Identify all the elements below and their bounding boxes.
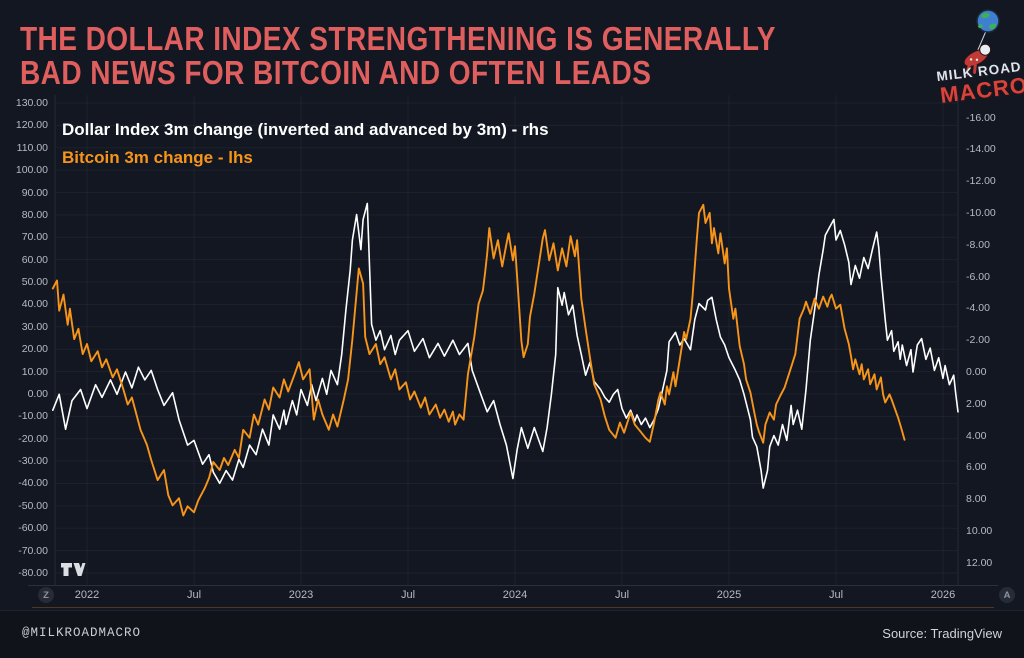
left-axis-tick-label: 100.00 [15, 164, 48, 177]
time-axis-tick-label: Jul [400, 589, 416, 601]
series-line-bitcoin [51, 203, 906, 517]
right-axis-tick-label: 8.00 [966, 493, 987, 506]
right-axis-tick-label: -8.00 [966, 238, 990, 251]
right-axis-tick-label: 0.00 [966, 366, 987, 378]
chart-legend: Dollar Index 3m change (inverted and adv… [62, 116, 549, 172]
left-axis-tick-label: 90.00 [21, 186, 48, 199]
left-axis-tick-label: -10.00 [18, 410, 48, 423]
right-axis-tick-label: 6.00 [966, 461, 987, 474]
left-axis-tick-label: 130.00 [15, 97, 48, 109]
time-axis-tick-label: Jul [614, 589, 630, 601]
legend-item-dollar-index[interactable]: Dollar Index 3m change (inverted and adv… [62, 120, 549, 139]
left-axis-tick-label: 30.00 [21, 320, 48, 333]
tradingview-logo-icon [60, 562, 86, 583]
left-axis-tick-label: 60.00 [21, 253, 48, 266]
left-axis-tick-label: 20.00 [21, 343, 48, 356]
left-axis-tick-label: 80.00 [21, 208, 48, 221]
left-axis-tick-label: 10.00 [21, 365, 48, 378]
right-axis-tick-label: -14.00 [966, 143, 996, 156]
time-axis-tick-label: Jul [186, 589, 202, 601]
left-axis-tick-label: -80.00 [18, 567, 48, 579]
right-axis-tick-label: 4.00 [966, 429, 987, 442]
right-axis-tick-label: 12.00 [966, 556, 993, 569]
timezone-badge[interactable]: Z [38, 587, 54, 603]
right-axis-tick-label: 10.00 [966, 525, 993, 537]
right-axis-tick-label: -16.00 [966, 111, 996, 124]
time-axis-tick-label: 2025 [716, 589, 742, 601]
left-axis-tick-label: -20.00 [18, 432, 48, 445]
footer-handle: @MILKROADMACRO [22, 626, 142, 640]
title-line-2: BAD NEWS FOR BITCOIN AND OFTEN LEADS [20, 54, 652, 91]
left-axis-tick-label: -60.00 [18, 522, 48, 535]
left-axis-tick-label: 70.00 [21, 231, 48, 244]
page-title: THE DOLLAR INDEX STRENGTHENING IS GENERA… [20, 22, 776, 90]
time-axis-tick-label: 2024 [502, 589, 528, 601]
astronaut-balloon-icon [963, 9, 1000, 76]
right-axis-tick-label: -12.00 [966, 175, 996, 188]
left-axis-tick-label: -50.00 [18, 499, 48, 512]
series-line-dollar-index [51, 202, 959, 489]
right-axis-tick-label: -10.00 [966, 207, 996, 219]
left-axis-tick-label: 40.00 [21, 298, 48, 311]
time-axis-tick-label: Jul [828, 589, 844, 601]
title-line-1: THE DOLLAR INDEX STRENGTHENING IS GENERA… [20, 20, 776, 57]
left-axis-tick-label: -40.00 [18, 477, 48, 490]
time-axis-tick-label: 2023 [288, 589, 314, 601]
footer-source: Source: TradingView [882, 626, 1002, 641]
left-axis-tick-label: -30.00 [18, 455, 48, 468]
right-axis-tick-label: 2.00 [966, 397, 987, 410]
right-axis-tick-label: -4.00 [966, 302, 990, 315]
left-axis-tick-label: 110.00 [16, 141, 48, 154]
left-axis-tick-label: -70.00 [18, 544, 48, 557]
right-axis-tick-label: -2.00 [966, 334, 990, 347]
right-axis-tick-label: -6.00 [966, 270, 990, 283]
time-axis-tick-label: 2026 [930, 589, 956, 601]
time-axis-tick-label: 2022 [74, 589, 100, 601]
left-axis-tick-label: 50.00 [21, 276, 48, 289]
milk-road-macro-logo: MILK ROAD MACRO [930, 4, 1024, 108]
legend-item-bitcoin[interactable]: Bitcoin 3m change - lhs [62, 148, 253, 167]
left-axis-tick-label: 120.00 [15, 119, 48, 132]
left-axis-tick-label: 0.00 [27, 387, 48, 400]
footer-bar: @MILKROADMACRO Source: TradingView [0, 610, 1024, 658]
auto-scale-badge[interactable]: A [999, 587, 1015, 603]
